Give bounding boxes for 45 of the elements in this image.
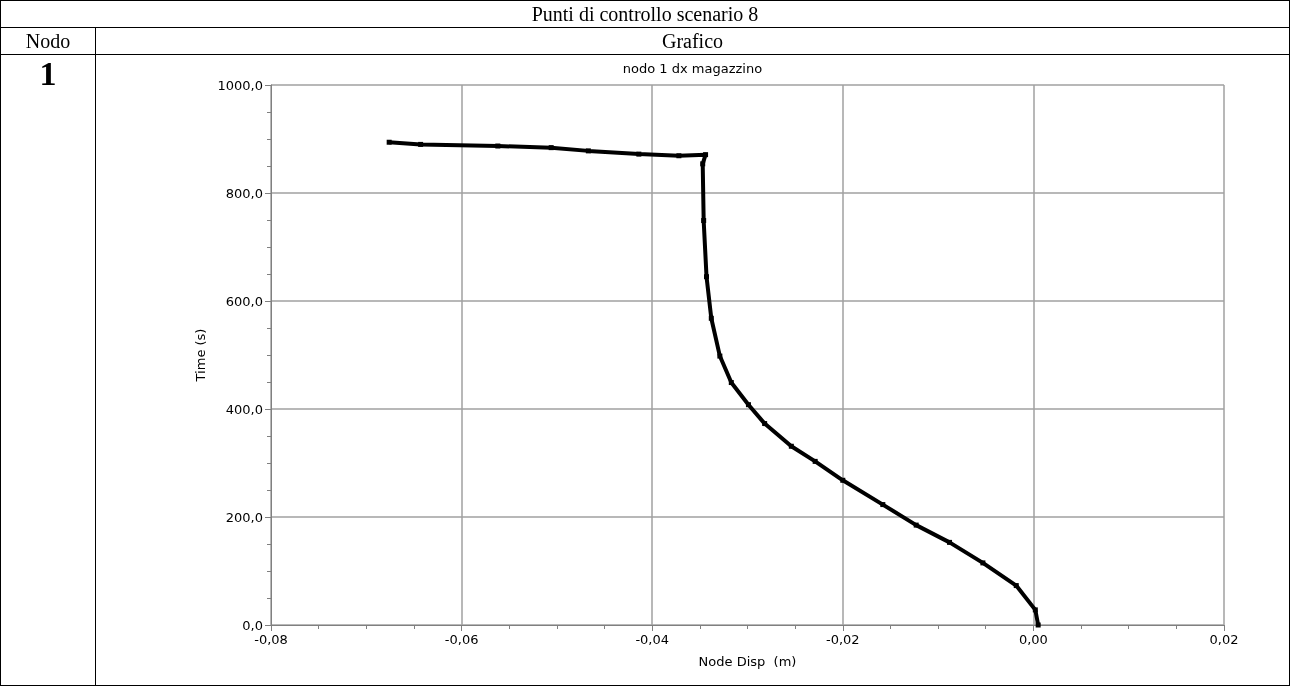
point: [701, 218, 707, 224]
x-tick-label: -0,06: [444, 632, 479, 647]
point: [1032, 607, 1038, 613]
y-tick-label: 600,0: [225, 293, 263, 309]
point: [1035, 622, 1041, 628]
point: [788, 443, 794, 449]
point: [704, 274, 710, 280]
point: [708, 315, 714, 321]
point: [700, 161, 706, 167]
y-tick-label: 800,0: [225, 185, 263, 201]
point: [980, 560, 986, 566]
point: [676, 153, 682, 159]
point: [1013, 583, 1019, 589]
point: [745, 402, 751, 408]
x-tick-label: -0,08: [254, 632, 288, 647]
point: [762, 421, 768, 427]
point: [418, 141, 424, 147]
x-tick-label: -0,04: [635, 632, 670, 647]
text: Nodo: [0, 27, 96, 55]
point: [812, 458, 818, 464]
point: [717, 353, 723, 359]
x-tick-label: 0,00: [1018, 632, 1048, 647]
chart-title: nodo 1 dx magazzino: [622, 61, 763, 76]
point: [386, 139, 392, 145]
text: Punti di controllo scenario 8: [0, 0, 1290, 28]
text: Grafico: [95, 27, 1290, 55]
y-tick-label: 1000,0: [217, 77, 263, 93]
point: [585, 148, 591, 154]
point: [947, 539, 953, 545]
x-axis-title: Node Disp (m): [698, 654, 797, 669]
point: [703, 152, 709, 158]
point: [913, 522, 919, 528]
point: [840, 477, 846, 483]
y-tick-label: 0,0: [242, 617, 263, 633]
x-tick-label: -0,02: [825, 632, 860, 647]
y-axis-title: Time (s): [192, 328, 208, 383]
point: [728, 380, 734, 386]
y-tick-label: 200,0: [225, 509, 263, 525]
x-tick-label: 0,02: [1209, 632, 1239, 647]
point: [880, 502, 886, 508]
y-tick-label: 400,0: [225, 401, 263, 417]
point: [495, 143, 501, 149]
point: [636, 151, 642, 157]
point: [548, 145, 554, 151]
text: 1: [0, 54, 96, 686]
